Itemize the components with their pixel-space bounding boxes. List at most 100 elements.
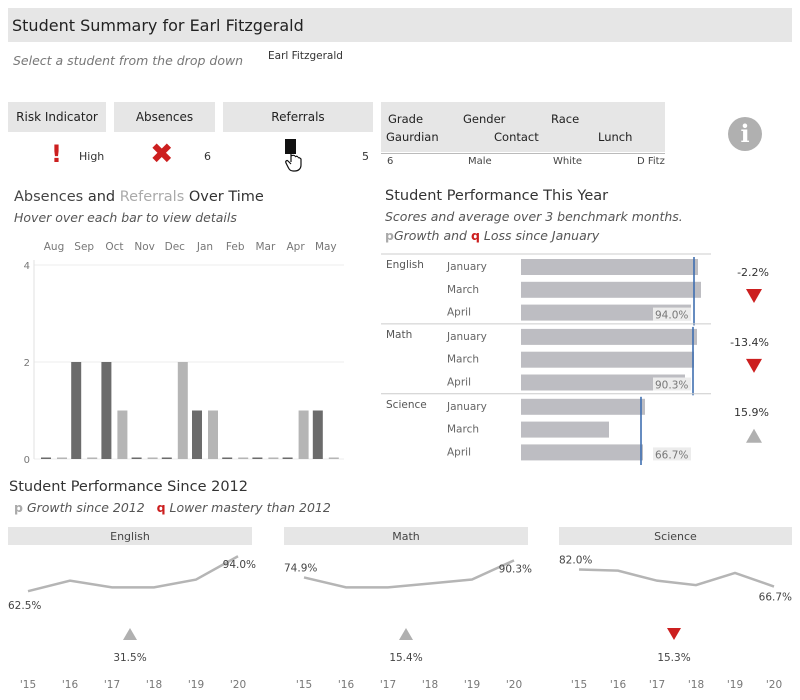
subject-label: Science <box>386 399 427 411</box>
risk-value: High <box>79 150 105 163</box>
info-icon[interactable]: i <box>728 117 762 151</box>
page-title: Student Summary for Earl Fitzgerald <box>12 16 304 35</box>
referrals-value: 5 <box>362 150 369 163</box>
change-label: -2.2% <box>737 266 769 279</box>
trend-line <box>578 568 775 588</box>
score-bar <box>521 444 643 461</box>
referral-bar <box>117 410 128 459</box>
demographics-header <box>381 102 665 152</box>
change-label: 15.3% <box>657 652 690 664</box>
score-bar <box>521 304 691 321</box>
up-arrow-icon <box>399 628 413 640</box>
performance-year-chart: English January March April 94.0% -2.2% Math Ja… <box>381 253 769 465</box>
score-bar <box>521 281 701 298</box>
x-tick-label: '18 <box>422 679 438 691</box>
start-value-label: 62.5% <box>8 600 41 612</box>
math-trend-header: Math <box>284 527 528 545</box>
since-growth-text: Growth since 2012 <box>26 500 145 515</box>
month-label: April <box>447 446 471 458</box>
y-tick-label: 4 <box>24 261 30 272</box>
demo-header-lunch: Lunch <box>598 130 633 144</box>
absences-referrals-chart: 4 2 0 Aug Sep Oct Nov Dec Jan Feb Mar Apr May <box>24 241 344 466</box>
absence-bar <box>41 457 51 459</box>
referral-bar <box>208 410 218 459</box>
math-trend-chart: 74.9% 90.3% 15.4% '15 '16 '17 '18 '19 '20 <box>284 559 532 691</box>
month-label: Nov <box>134 241 155 253</box>
absence-bar <box>252 457 263 459</box>
select-hint: Select a student from the drop down <box>13 53 244 68</box>
demo-header-gender: Gender <box>463 112 506 126</box>
y-tick-label: 0 <box>24 455 30 466</box>
month-label: January <box>446 261 487 273</box>
trend-line <box>303 559 515 589</box>
month-label: Mar <box>255 241 275 253</box>
score-bar <box>521 421 609 438</box>
up-arrow-icon <box>746 428 762 443</box>
start-value-label: 82.0% <box>559 555 592 567</box>
referral-bar <box>87 457 98 459</box>
demo-header-contact: Contact <box>494 130 539 144</box>
absence-bar <box>101 362 112 459</box>
demo-divider <box>381 153 665 154</box>
change-label: 15.4% <box>389 652 422 664</box>
subject-label: English <box>386 259 424 271</box>
april-score-label: 94.0% <box>655 310 688 322</box>
title-bar <box>8 8 792 42</box>
y-tick-label: 2 <box>24 358 30 369</box>
x-tick-label: '15 <box>296 679 312 691</box>
trend-line <box>27 555 239 593</box>
english-trend-header: English <box>8 527 252 545</box>
x-tick-label: '16 <box>610 679 627 691</box>
month-label: April <box>447 307 471 319</box>
growth-glyph: p <box>385 228 394 243</box>
student-dropdown[interactable]: Earl Fitzgerald <box>268 50 343 62</box>
score-bar <box>521 374 685 391</box>
score-label-bg <box>653 447 691 461</box>
referral-bar <box>298 410 309 459</box>
referral-bar <box>57 457 67 459</box>
x-tick-label: '16 <box>338 679 355 691</box>
change-label: -13.4% <box>730 336 769 349</box>
month-label: Apr <box>287 241 306 253</box>
demo-value-grade: 6 <box>387 156 394 167</box>
absence-bar <box>71 362 82 459</box>
change-label: 31.5% <box>113 652 146 664</box>
absence-bar <box>161 457 172 459</box>
x-tick-label: '20 <box>506 679 522 691</box>
referral-bar <box>268 457 279 459</box>
referrals-header: Referrals <box>223 102 373 132</box>
month-label: March <box>447 284 479 296</box>
title-and: and <box>83 189 120 205</box>
absence-bar <box>131 457 142 459</box>
x-tick-label: '20 <box>766 679 782 691</box>
down-arrow-icon <box>667 628 681 640</box>
risk-indicator-header: Risk Indicator <box>8 102 106 132</box>
absence-bar <box>222 457 233 459</box>
score-bar <box>521 398 645 415</box>
exclamation-icon: ! <box>51 140 62 168</box>
performance-year-subtitle: Scores and average over 3 benchmark mont… <box>385 209 683 224</box>
title-absences: Absences <box>14 189 84 205</box>
month-label: March <box>447 424 479 436</box>
demo-header-grade: Grade <box>388 112 424 126</box>
absences-chart-title: Absences and Referrals Over Time <box>14 189 264 205</box>
referral-bar <box>328 457 339 459</box>
referral-bar <box>177 362 188 459</box>
end-value-label: 66.7% <box>759 592 792 604</box>
score-label-bg <box>653 307 691 321</box>
performance-year-title: Student Performance This Year <box>385 188 609 204</box>
loss-glyph: q <box>470 228 480 243</box>
down-arrow-icon <box>746 358 762 373</box>
science-trend-chart: 82.0% 66.7% 15.3% '15 '16 '17 '18 '19 '20 <box>559 555 792 691</box>
score-bar <box>521 328 697 345</box>
x-tick-label: '19 <box>727 679 743 691</box>
month-label: Dec <box>165 241 186 253</box>
english-trend-chart: 62.5% 94.0% 31.5% '15 '16 '17 '18 '19 '20 <box>8 555 256 691</box>
change-label: 15.9% <box>734 406 769 419</box>
start-value-label: 74.9% <box>284 562 317 574</box>
month-label: Aug <box>44 241 65 253</box>
month-label: April <box>447 377 471 389</box>
x-tick-label: '19 <box>464 679 480 691</box>
demo-header-guardian: Gaurdian <box>386 130 439 144</box>
absence-bar <box>312 410 323 459</box>
